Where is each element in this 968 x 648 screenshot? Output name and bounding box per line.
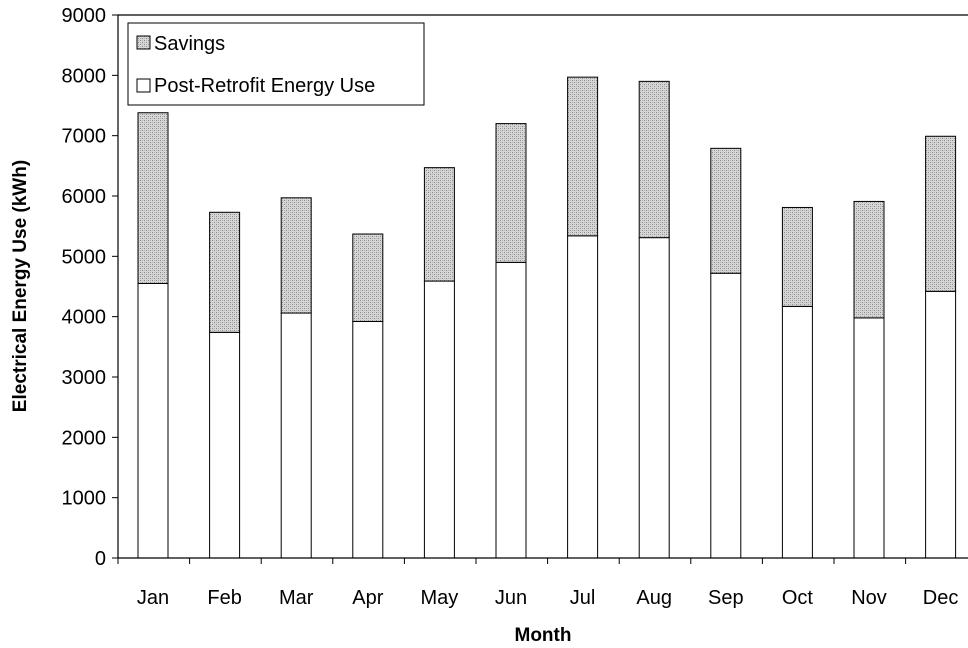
legend-swatch-post-retrofit [136,78,151,93]
bar-savings-dec [925,135,957,292]
x-tick-label-oct: Oct [782,587,814,609]
legend-swatch-savings [136,35,151,50]
bar-post-retrofit-nov [853,317,885,559]
y-tick-label: 2000 [62,427,107,449]
bar-post-retrofit-oct [781,305,813,559]
bar-savings-jul [567,76,599,237]
bar-savings-mar [280,197,312,314]
x-tick-label-dec: Dec [923,587,959,609]
bar-post-retrofit-apr [352,320,384,559]
plot-frame [117,14,968,559]
y-axis-title: Electrical Energy Use (kWh) [10,160,31,412]
x-tick-label-aug: Aug [636,587,672,609]
x-tick-label-jan: Jan [137,587,169,609]
x-tick-label-feb: Feb [207,587,241,609]
x-axis-ticks: Jan Feb Mar Apr May Jun Jul Aug Sep Oct Nov Dec [117,558,959,609]
bar-post-retrofit-jun [495,261,527,559]
x-axis-title: Month [515,625,572,646]
bar-post-retrofit-feb [209,331,241,559]
legend-label-post-retrofit: Post-Retrofit Energy Use [154,75,375,97]
x-tick-label-sep: Sep [708,587,744,609]
bar-savings-aug [638,80,670,239]
bar-post-retrofit-aug [638,237,670,559]
bar-post-retrofit-mar [280,312,312,559]
x-tick-label-may: May [421,587,459,609]
y-tick-label: 7000 [62,126,107,148]
bar-post-retrofit-jan [137,282,169,559]
bar-savings-sep [710,147,742,274]
y-tick-label: 8000 [62,65,107,87]
y-axis-ticks: 0 1000 2000 3000 4000 5000 6000 7000 8000 9000 [62,5,118,570]
x-tick-label-jun: Jun [495,587,527,609]
bar-savings-jun [495,123,527,263]
bar-post-retrofit-jul [567,235,599,559]
bar-savings-apr [352,233,384,322]
bar-savings-oct [781,206,813,307]
legend-label-savings: Savings [154,33,225,55]
bar-savings-jan [137,112,169,284]
bars-group [137,76,957,559]
legend-box [127,22,425,106]
bar-savings-nov [853,200,885,319]
bar-post-retrofit-may [423,280,455,559]
y-tick-label: 5000 [62,246,107,268]
bar-post-retrofit-dec [925,290,957,559]
bar-post-retrofit-sep [710,272,742,559]
y-tick-label: 6000 [62,186,107,208]
x-tick-label-nov: Nov [851,587,887,609]
bar-savings-may [423,167,455,282]
y-tick-label: 9000 [62,5,107,27]
y-tick-label: 3000 [62,367,107,389]
y-tick-label: 4000 [62,307,107,329]
x-tick-label-jul: Jul [570,587,596,609]
x-tick-label-mar: Mar [279,587,314,609]
legend: Savings Post-Retrofit Energy Use [127,22,425,106]
x-tick-label-apr: Apr [352,587,383,609]
y-tick-label: 0 [95,548,106,570]
bar-savings-feb [209,211,241,333]
y-tick-label: 1000 [62,488,107,510]
